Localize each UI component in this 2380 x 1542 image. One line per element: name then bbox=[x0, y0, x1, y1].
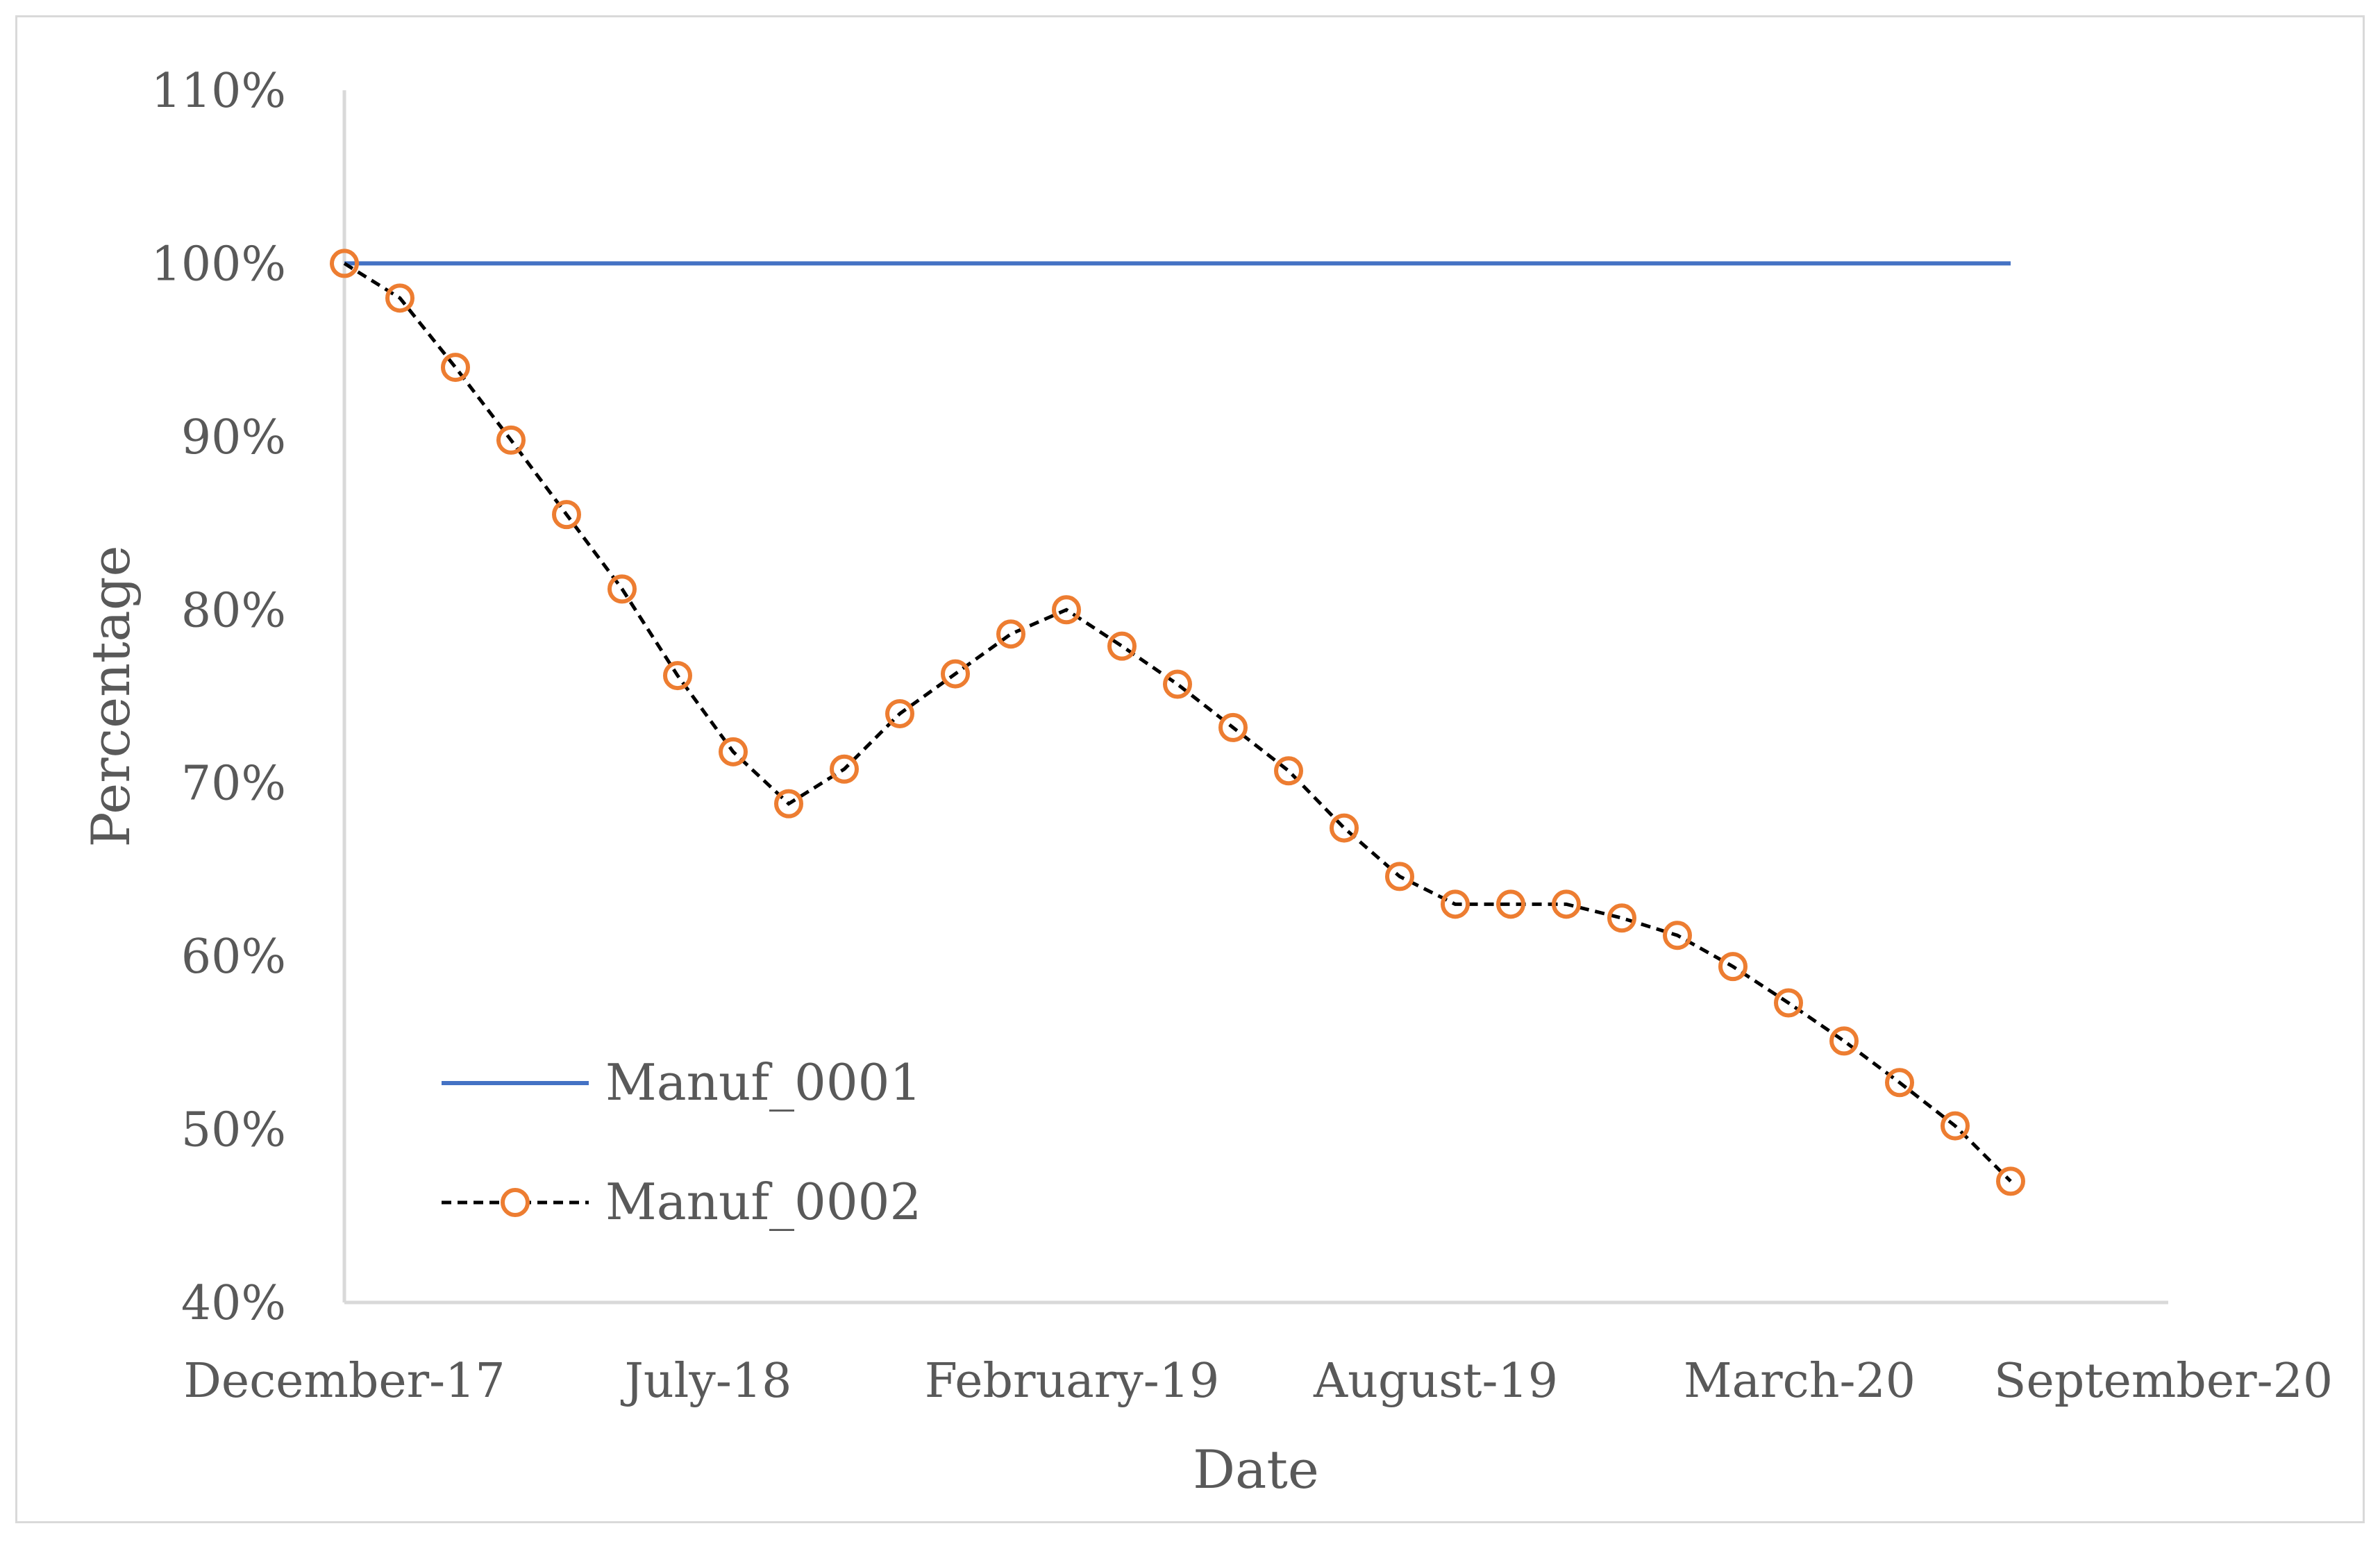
y-tick-label: 90% bbox=[181, 410, 286, 465]
data-point-manuf-0002 bbox=[1107, 631, 1137, 661]
x-tick-label: July-18 bbox=[621, 1354, 792, 1409]
data-point-manuf-0002 bbox=[1274, 756, 1303, 786]
data-point-manuf-0002 bbox=[1496, 889, 1525, 919]
data-point-manuf-0002 bbox=[1607, 903, 1636, 933]
data-point-manuf-0002 bbox=[663, 661, 692, 691]
y-tick-label: 70% bbox=[181, 757, 286, 812]
y-tick-label: 60% bbox=[181, 930, 286, 984]
data-point-manuf-0002 bbox=[1718, 952, 1748, 982]
data-point-manuf-0002 bbox=[1941, 1111, 1970, 1141]
data-point-manuf-0002 bbox=[441, 353, 470, 383]
y-axis-title: Percentage bbox=[80, 546, 142, 848]
data-point-manuf-0002 bbox=[1829, 1026, 1859, 1056]
data-point-manuf-0002 bbox=[1218, 712, 1248, 742]
legend-label-manuf-0001: Manuf_0001 bbox=[605, 1053, 921, 1112]
data-point-manuf-0002 bbox=[607, 574, 637, 604]
y-tick-label: 40% bbox=[181, 1276, 286, 1331]
data-point-manuf-0002 bbox=[330, 249, 359, 278]
data-point-manuf-0002 bbox=[1996, 1166, 2025, 1196]
data-point-manuf-0002 bbox=[1663, 921, 1692, 950]
data-point-manuf-0002 bbox=[1330, 813, 1359, 843]
data-point-manuf-0002 bbox=[830, 754, 859, 784]
series-layer bbox=[330, 249, 2025, 1196]
data-point-manuf-0002 bbox=[1385, 862, 1414, 891]
data-point-manuf-0002 bbox=[1163, 669, 1192, 699]
data-point-manuf-0002 bbox=[885, 698, 914, 728]
data-point-manuf-0002 bbox=[1774, 988, 1803, 1018]
data-point-manuf-0002 bbox=[774, 789, 803, 819]
data-point-manuf-0002 bbox=[1885, 1068, 1914, 1098]
data-point-manuf-0002 bbox=[1552, 889, 1581, 919]
series-line-manuf-0002 bbox=[343, 262, 2012, 1183]
x-tick-label: September-20 bbox=[1994, 1354, 2333, 1409]
data-point-manuf-0002 bbox=[496, 425, 526, 455]
data-point-manuf-0002 bbox=[1052, 595, 1081, 625]
y-tick-label: 110% bbox=[151, 64, 286, 119]
x-tick-label: March-20 bbox=[1684, 1354, 1916, 1409]
data-point-manuf-0002 bbox=[385, 283, 414, 313]
x-tick-label: December-17 bbox=[183, 1354, 505, 1409]
data-point-manuf-0002 bbox=[552, 500, 581, 530]
x-axis-ticks: December-17 July-18 February-19 August-19 Ma… bbox=[183, 1354, 2333, 1409]
legend-marker-manuf-0002 bbox=[501, 1188, 530, 1217]
y-axis-ticks: 40% 50% 60% 70% 80% 90% 100% 110% bbox=[151, 64, 286, 1331]
y-tick-label: 100% bbox=[151, 237, 286, 292]
legend-label-manuf-0002: Manuf_0002 bbox=[605, 1173, 921, 1231]
data-point-manuf-0002 bbox=[719, 737, 748, 766]
y-tick-label: 80% bbox=[181, 583, 286, 638]
x-axis-title: Date bbox=[1193, 1439, 1319, 1500]
legend: Manuf_0001 Manuf_0002 bbox=[442, 1053, 921, 1231]
x-tick-label: August-19 bbox=[1313, 1354, 1558, 1409]
data-point-manuf-0002 bbox=[996, 619, 1025, 649]
data-point-manuf-0002 bbox=[941, 659, 970, 689]
x-tick-label: February-19 bbox=[925, 1354, 1220, 1409]
chart-frame bbox=[15, 15, 2365, 1523]
y-tick-label: 50% bbox=[181, 1103, 286, 1158]
data-point-manuf-0002 bbox=[1441, 889, 1470, 919]
